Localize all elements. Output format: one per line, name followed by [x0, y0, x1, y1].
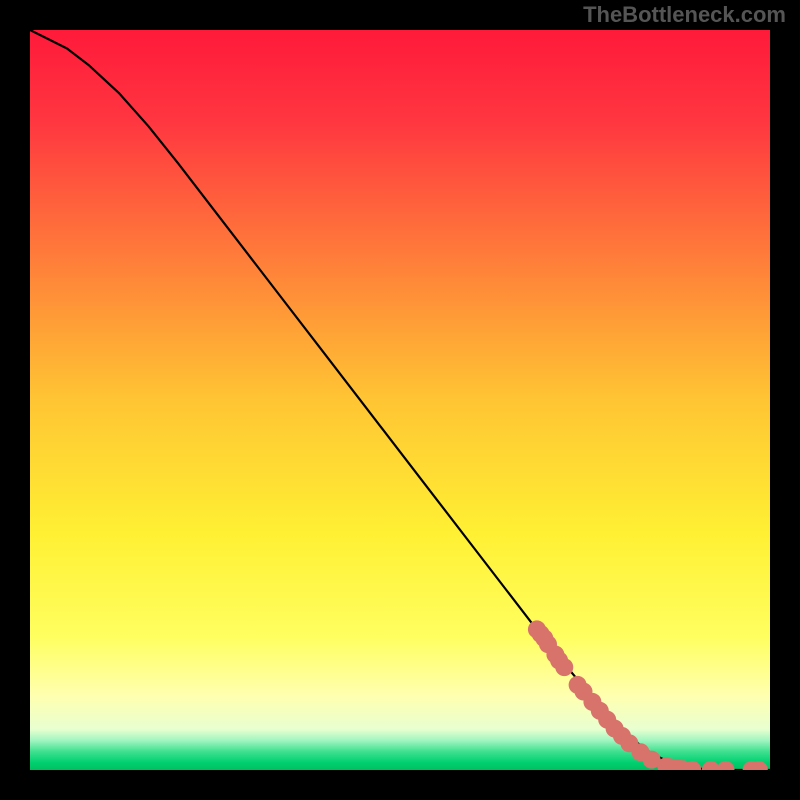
- scatter-point: [717, 761, 735, 770]
- scatter-series: [528, 620, 768, 770]
- watermark-text: TheBottleneck.com: [583, 2, 786, 28]
- curve-line: [30, 30, 770, 770]
- chart-overlay: [30, 30, 770, 770]
- plot-area: [30, 30, 770, 770]
- scatter-point: [555, 658, 573, 676]
